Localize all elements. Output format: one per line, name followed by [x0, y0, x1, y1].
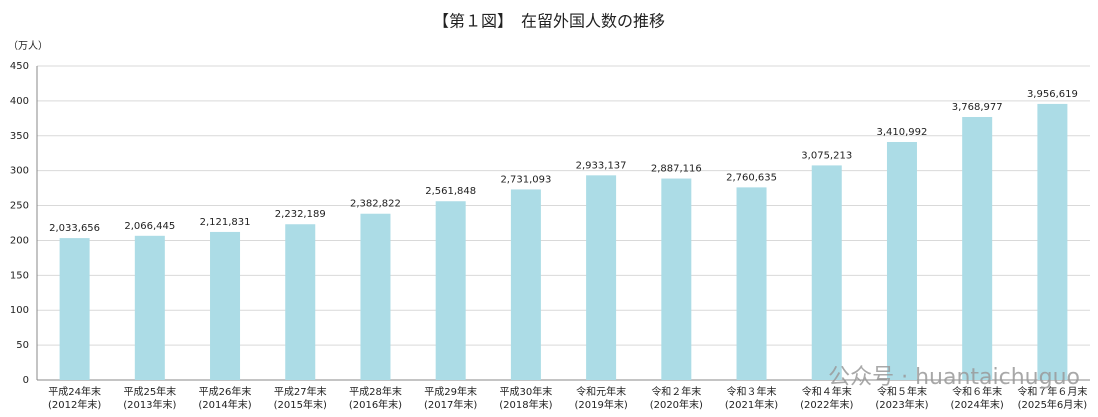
y-tick-label: 450	[10, 61, 29, 72]
x-tick-sublabel: (2025年6月末)	[1018, 398, 1088, 411]
x-tick-sublabel: (2017年末)	[424, 398, 477, 411]
x-tick-sublabel: (2024年末)	[951, 398, 1004, 411]
value-label: 2,033,656	[49, 223, 100, 234]
value-label: 2,232,189	[275, 209, 326, 220]
bar	[886, 141, 917, 380]
x-tick-label: 令和５年末	[877, 385, 927, 398]
y-tick-label: 150	[10, 270, 29, 281]
bar	[435, 201, 466, 380]
x-tick-label: 平成30年末	[500, 385, 553, 398]
x-tick-label: 平成26年末	[199, 385, 252, 398]
value-label: 3,956,619	[1027, 89, 1078, 100]
bar	[134, 235, 165, 380]
x-tick-label: 令和２年末	[651, 385, 701, 398]
bar	[510, 189, 541, 380]
value-label: 2,731,093	[500, 174, 551, 185]
bar	[210, 231, 241, 380]
y-tick-label: 250	[10, 201, 29, 212]
x-tick-label: 令和６年末	[952, 385, 1002, 398]
bar	[59, 238, 90, 380]
x-tick-label: 平成28年末	[349, 385, 402, 398]
x-tick-sublabel: (2012年末)	[48, 398, 101, 411]
x-tick-label: 令和３年末	[727, 385, 777, 398]
y-tick-label: 400	[10, 96, 29, 107]
bar	[962, 117, 993, 381]
x-tick-label: 平成27年末	[274, 385, 327, 398]
x-tick-sublabel: (2013年末)	[123, 398, 176, 411]
value-label: 3,768,977	[952, 102, 1003, 113]
bar	[360, 213, 391, 380]
value-label: 3,410,992	[877, 127, 928, 138]
watermark: 公众号 · huantaichuguo	[828, 365, 1080, 390]
value-label: 2,066,445	[124, 221, 175, 232]
x-tick-label: 平成25年末	[123, 385, 176, 398]
y-tick-label: 300	[10, 166, 29, 177]
chart-title: 【第１図】 在留外国人数の推移	[433, 12, 665, 31]
x-tick-sublabel: (2020年末)	[650, 398, 703, 411]
y-tick-label: 50	[16, 340, 29, 351]
value-label: 2,382,822	[350, 199, 401, 210]
value-label: 2,760,635	[726, 172, 777, 183]
x-tick-sublabel: (2015年末)	[274, 398, 327, 411]
y-tick-label: 100	[10, 305, 29, 316]
x-tick-label: 令和元年末	[576, 385, 626, 398]
value-label: 2,121,831	[200, 217, 251, 228]
y-axis-label: （万人）	[8, 40, 48, 52]
bar	[736, 187, 767, 380]
x-tick-sublabel: (2021年末)	[725, 398, 778, 411]
x-tick-sublabel: (2018年末)	[499, 398, 552, 411]
x-tick-label: 平成29年末	[424, 385, 477, 398]
x-tick-sublabel: (2016年末)	[349, 398, 402, 411]
bar	[661, 178, 692, 380]
x-tick-label: 令和４年末	[802, 385, 852, 398]
y-tick-label: 0	[23, 375, 29, 386]
x-tick-label: 平成24年末	[48, 385, 101, 398]
bar	[1037, 103, 1068, 380]
value-label: 2,887,116	[651, 164, 702, 175]
y-tick-label: 200	[10, 235, 29, 246]
x-tick-sublabel: (2023年末)	[875, 398, 928, 411]
value-label: 3,075,213	[801, 150, 852, 161]
x-tick-label: 令和７年６月末	[1017, 385, 1087, 398]
x-tick-sublabel: (2022年末)	[800, 398, 853, 411]
y-tick-label: 350	[10, 131, 29, 142]
x-tick-sublabel: (2019年末)	[574, 398, 627, 411]
value-label: 2,933,137	[576, 160, 627, 171]
value-label: 2,561,848	[425, 186, 476, 197]
bar	[586, 175, 617, 380]
bar	[811, 165, 842, 380]
x-tick-sublabel: (2014年末)	[198, 398, 251, 411]
bar	[285, 224, 316, 380]
